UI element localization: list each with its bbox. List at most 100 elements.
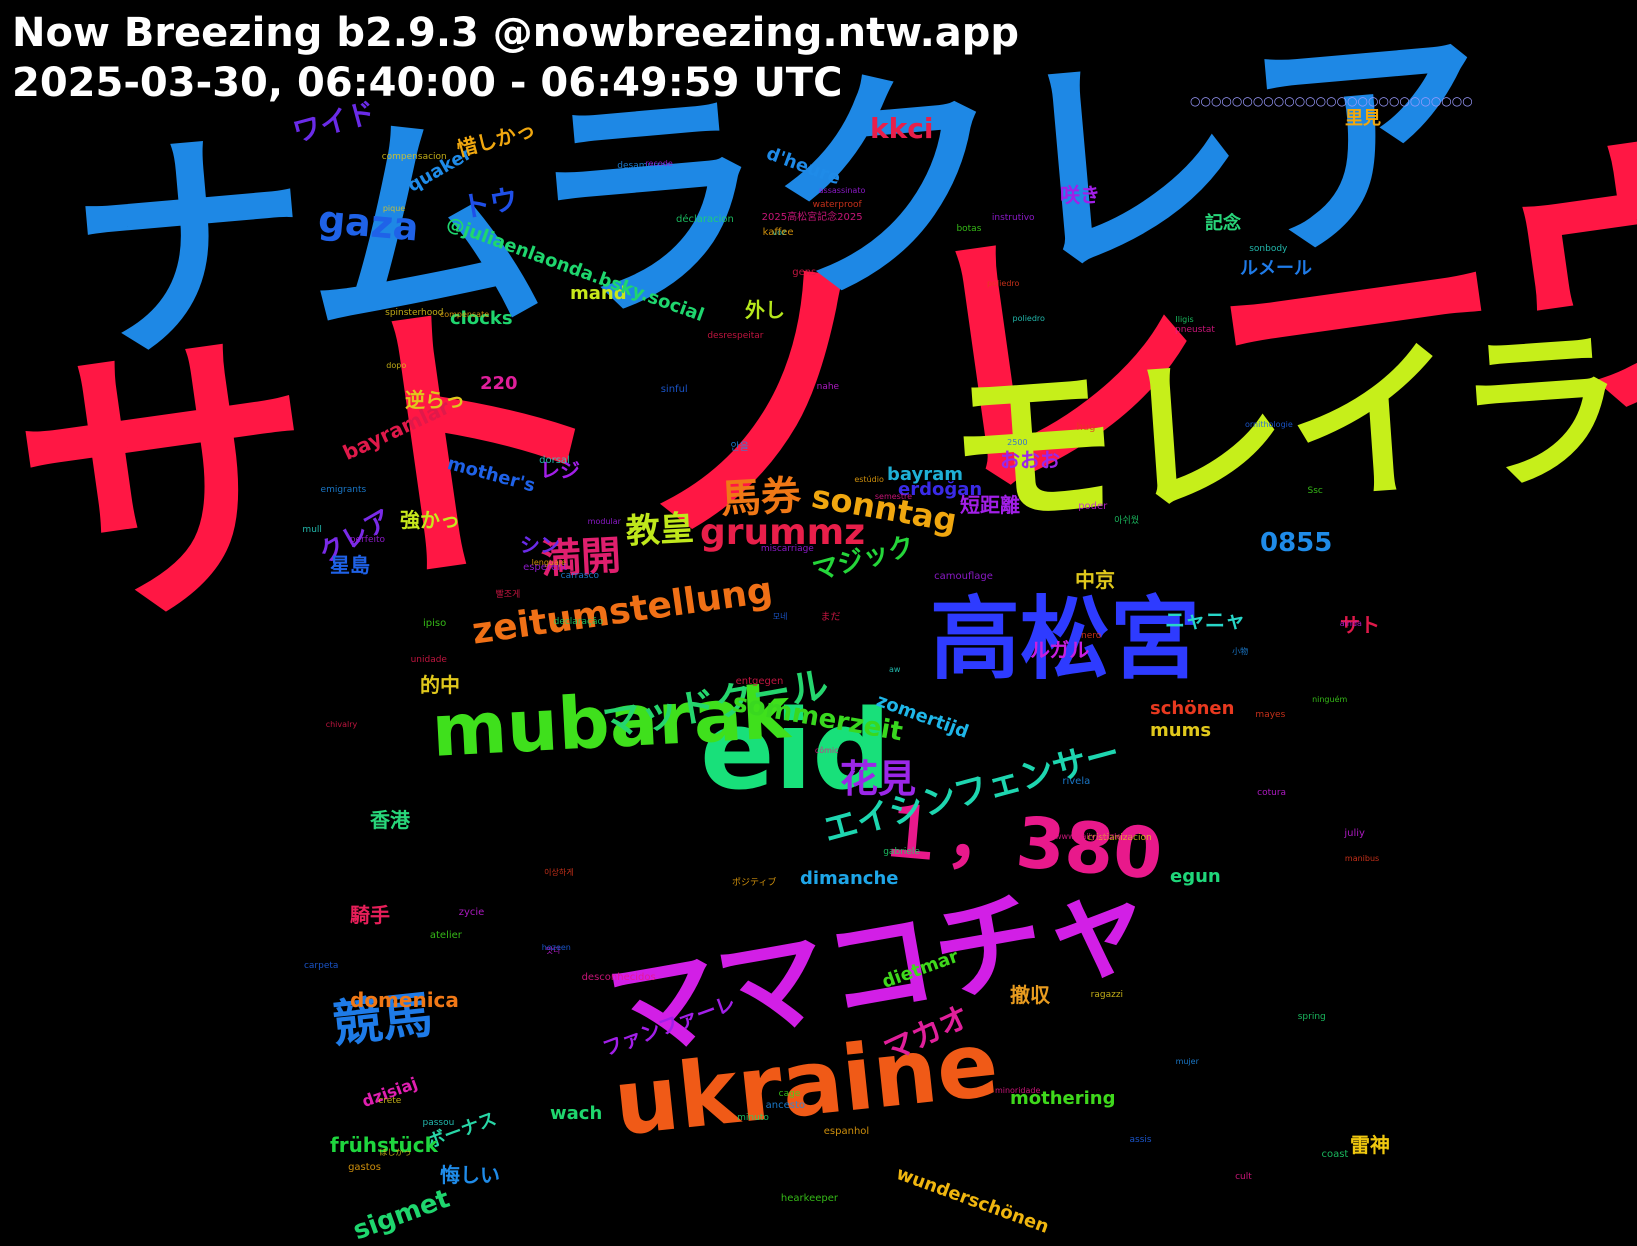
cloud-word: ○○○○○○○○○○○○○○○○○○○○○○○○○○○ (1190, 94, 1473, 108)
cloud-word: kkci (870, 112, 934, 145)
cloud-word: grummz (700, 512, 866, 553)
cloud-word-small: pneustat (1175, 325, 1215, 336)
cloud-word-small: passou (422, 1117, 455, 1128)
cloud-word: 星島 (330, 553, 370, 577)
cloud-word-small: manibus (1344, 853, 1380, 863)
cloud-word-small: assassinato (818, 186, 866, 196)
cloud-word-small: coast (1321, 1148, 1349, 1160)
cloud-word-small: estúdio (854, 475, 884, 485)
cloud-word-small: 小物 (1232, 646, 1249, 656)
cloud-word-small: 모네 (772, 612, 788, 622)
cloud-word: シン (520, 533, 560, 557)
cloud-word: frühstück (330, 1133, 438, 1157)
cloud-word-small: cotura (1257, 788, 1287, 799)
cloud-word: dimanche (800, 868, 899, 889)
cloud-word: 中京 (1075, 568, 1115, 592)
page-title: Now Breezing b2.9.3 @nowbreezing.ntw.app (12, 10, 1020, 56)
cloud-word: 香港 (370, 808, 410, 832)
cloud-word-small: cristianizacion (1087, 833, 1152, 844)
cloud-word-small: pique (382, 204, 406, 214)
cloud-word-small: poliedro (1012, 314, 1045, 324)
cloud-word-small: minuto (737, 1112, 769, 1123)
cloud-word: 外し (745, 298, 785, 322)
cloud-word-small: carpeta (303, 960, 339, 971)
cloud-word: ルメール (1240, 258, 1312, 279)
cloud-word: おおお (1000, 448, 1060, 472)
cloud-word-small: juliy (1344, 827, 1365, 839)
cloud-word-small: gastos (348, 1162, 381, 1174)
cloud-word-small: miscarriage (760, 543, 814, 554)
cloud-word-small: dopo (386, 360, 407, 370)
cloud-word-small: chivalry (325, 719, 358, 729)
cloud-word-small: ragazzi (1090, 989, 1124, 1000)
cloud-word-small: crete (378, 1095, 402, 1106)
cloud-word-small: assis (1129, 1135, 1152, 1146)
cloud-word-small: carrasco (560, 571, 600, 582)
cloud-word-small: lenguaje (531, 558, 567, 568)
cloud-word-small: ipiso (423, 617, 447, 629)
cloud-word-small: Ssc (1307, 486, 1323, 497)
cloud-word-small: gens (792, 266, 817, 278)
cloud-word-small: atelier (429, 930, 462, 942)
cloud-word-small: spring (1297, 1011, 1326, 1022)
cloud-word-small: cômic (814, 745, 839, 755)
cloud-word-small: spinsterhood (385, 308, 444, 319)
cloud-word-small: perfeito (349, 534, 386, 545)
cloud-word-small: aw (889, 664, 901, 674)
cloud-word-small: ポジティブ (732, 878, 777, 889)
cloud-word-small: espanhol (823, 1126, 870, 1138)
cloud-word-small: ninguém (1312, 694, 1348, 704)
cloud-word: 騎手 (350, 903, 390, 927)
cloud-word: 花見 (840, 757, 917, 801)
cloud-word-small: hearkeeper (780, 1192, 839, 1204)
cloud-word-small: 2500 (1007, 437, 1028, 447)
cloud-word: mothering (1010, 1088, 1116, 1109)
cloud-word-small: 2025高松宮記念2025 (761, 211, 863, 223)
cloud-word-small: camouflage (934, 570, 993, 582)
cloud-word-small: poliedro (986, 278, 1020, 288)
cloud-word: bayram (887, 464, 963, 485)
cloud-word-small: ancesto (765, 1099, 806, 1111)
cloud-word-small: unidade (410, 654, 447, 665)
cloud-word-small: cult (1235, 1171, 1252, 1182)
cloud-word: ルガル (1030, 638, 1090, 662)
cloud-word: 0855 (1260, 528, 1333, 558)
cloud-word: 記念 (1205, 213, 1241, 234)
cloud-word: モレイラ (940, 308, 1633, 554)
cloud-word-small: minoridade (994, 1085, 1041, 1095)
time-range: 2025-03-30, 06:40:00 - 06:49:59 UTC (12, 60, 843, 106)
cloud-word-small: ornithologie (1245, 419, 1293, 429)
cloud-word: サト (1340, 613, 1380, 637)
cloud-word-small: 이상하게 (544, 868, 574, 878)
cloud-word: 悔しい (440, 1163, 500, 1187)
cloud-word-small: 빨조게 (495, 590, 521, 601)
cloud-word: eid (700, 686, 892, 814)
cloud-word-small: まだ (820, 611, 841, 623)
cloud-word-small: Iligis (1175, 314, 1194, 324)
cloud-word: レジ (540, 458, 580, 482)
cloud-word: clocks (450, 308, 513, 329)
cloud-word-small: rivela (1062, 776, 1091, 788)
cloud-word-small: www.dailypuzzle.de (1054, 832, 1134, 842)
cloud-word-small: emigrants (320, 485, 367, 495)
cloud-word-small: ほしかっ (379, 1147, 412, 1157)
cloud-word-small: modular (587, 516, 621, 526)
cloud-word-small: compensate (439, 310, 490, 320)
cloud-word-small: voz (772, 228, 787, 238)
cloud-word: 逆らっ (405, 388, 465, 412)
cloud-word: 撤収 (1010, 983, 1050, 1007)
cloud-word: 咲き (1060, 183, 1100, 207)
cloud-word: 教皇 (624, 508, 695, 552)
cloud-word: 雷神 (1350, 1133, 1390, 1157)
cloud-word-small: desconhecidos (581, 972, 656, 984)
cloud-word: 里見 (1345, 108, 1381, 129)
cloud-word-small: dorsal (539, 454, 570, 466)
cloud-word-small: kaffee (762, 227, 794, 239)
cloud-word: schönen (1150, 698, 1235, 719)
cloud-word-small: cage (778, 1088, 801, 1099)
cloud-word: mums (1150, 720, 1212, 741)
cloud-word-small: mujer (1175, 1056, 1199, 1066)
cloud-word-small: esperent (523, 561, 568, 573)
cloud-word-small: desrespeitar (707, 331, 764, 342)
